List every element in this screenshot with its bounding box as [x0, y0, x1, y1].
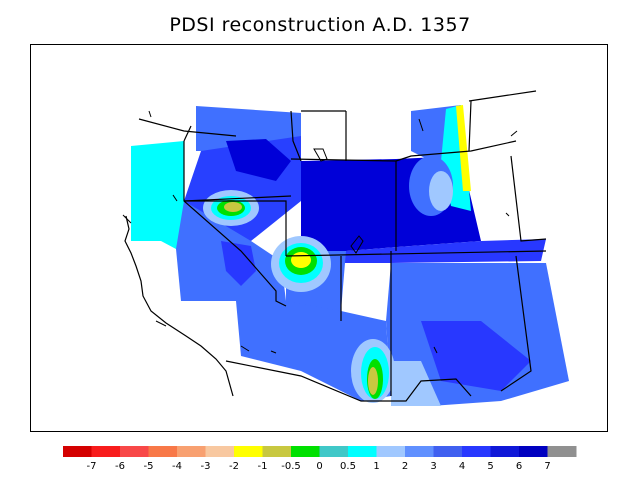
colorbar-swatch — [319, 446, 349, 457]
colorbar-swatch — [91, 446, 121, 457]
colorbar-tick-label: 1 — [373, 461, 379, 472]
field-nm-deep — [421, 321, 531, 391]
colorbar-swatch — [234, 446, 263, 457]
colorbar-swatch — [490, 446, 520, 457]
hotspot-az-olive — [368, 367, 378, 395]
colorbar-swatch — [376, 446, 406, 457]
map-frame — [30, 44, 608, 432]
border-co-ks — [510, 155, 547, 242]
border-nv-ut — [184, 200, 287, 256]
colorbar-tick-label: 7 — [544, 461, 550, 472]
border-id-mt — [290, 110, 302, 162]
colorbar-tick-label: -0.5 — [281, 461, 301, 472]
colorbar-tick-label: 3 — [430, 461, 436, 472]
colorbar-tick-label: 2 — [402, 461, 408, 472]
colorbar-tick-label: 6 — [516, 461, 522, 472]
colorbar-swatch — [63, 446, 92, 457]
map-title: PDSI reconstruction A.D. 1357 — [169, 14, 471, 36]
border-id-west — [183, 125, 192, 142]
pdsi-map — [122, 90, 569, 406]
colorbar-swatches — [63, 446, 577, 457]
colorbar-labels: -7 -6 -5 -4 -3 -2 -1 -0.5 0 0.5 1 2 3 4 5 6 7 — [87, 461, 551, 472]
colorbar-tick-label: -7 — [87, 461, 97, 472]
colorbar-swatch — [405, 446, 434, 457]
hotspot-utah-yellow — [291, 252, 311, 268]
border-north-2 — [395, 140, 517, 162]
field-nevada-deep — [221, 241, 256, 286]
colorbar-tick-label: -6 — [115, 461, 125, 472]
colorbar-tick-label: -1 — [258, 461, 268, 472]
colorbar-tick-label: -2 — [229, 461, 239, 472]
field-se-light — [391, 361, 441, 406]
colorbar-swatch — [205, 446, 235, 457]
colorbar-swatch — [348, 446, 377, 457]
light-band-wyoming-2 — [429, 171, 453, 211]
colorbar-tick-label: 4 — [459, 461, 465, 472]
colorbar-tick-label: -3 — [201, 461, 211, 472]
border-nd — [468, 90, 537, 102]
border-id-south — [183, 195, 292, 202]
field-colorado — [341, 239, 546, 263]
border-ca-nv — [183, 141, 287, 307]
colorbar-tick-label: -5 — [144, 461, 154, 472]
border-four-corners-lat — [285, 250, 547, 257]
hotspot-nevada-olive — [224, 202, 242, 212]
border-or-north — [138, 118, 237, 137]
border-nm-tx — [500, 255, 532, 392]
colorbar-tick-label: 0 — [316, 461, 322, 472]
colorbar-swatch — [148, 446, 178, 457]
border-mexico — [225, 360, 472, 402]
colorbar-swatch — [547, 446, 577, 457]
colorbar-tick-label: 0.5 — [340, 461, 356, 472]
field-montana-yellow — [456, 105, 471, 191]
border-nd-2 — [468, 100, 472, 152]
colorbar-swatch — [262, 446, 292, 457]
field-oregon — [131, 141, 189, 251]
colorbar-tick-label: -4 — [172, 461, 182, 472]
colorbar-tick-label: 5 — [487, 461, 493, 472]
colorbar-swatch — [433, 446, 463, 457]
field-idaho-deep — [226, 139, 291, 181]
colorbar-swatch — [519, 446, 548, 457]
lakes — [122, 110, 518, 354]
coastline — [124, 215, 234, 397]
colorbar-swatch — [291, 446, 320, 457]
colorbar-swatch — [120, 446, 149, 457]
colorbar-swatch — [462, 446, 491, 457]
borders — [124, 90, 547, 402]
colorbar-swatch — [177, 446, 206, 457]
